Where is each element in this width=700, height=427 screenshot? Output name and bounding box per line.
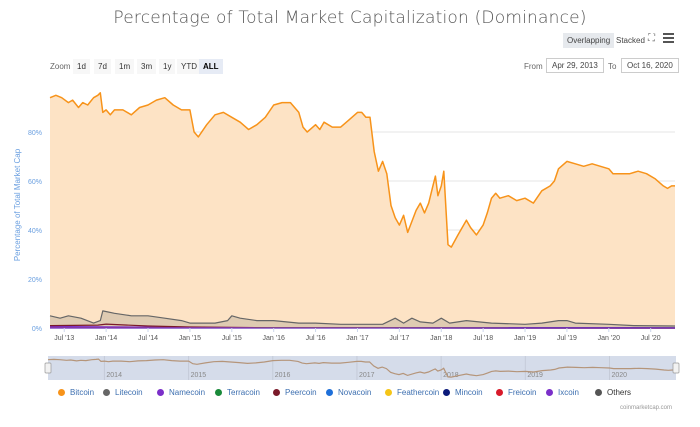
y-tick-label: 20% [28,277,42,284]
legend-marker-icon [496,389,503,396]
navigator-label: 2019 [527,372,543,379]
legend-label: Others [607,388,631,397]
legend-item-mincoin[interactable]: Mincoin [443,388,483,397]
legend-item-peercoin[interactable]: Peercoin [273,388,317,397]
navigator-label: 2020 [611,372,627,379]
x-tick-label: Jan '17 [346,335,368,342]
legend-marker-icon [326,389,333,396]
y-tick-label: 80% [28,130,42,137]
bitcoin-area [50,93,675,328]
x-tick-label: Jul '18 [473,335,493,342]
legend-label: Mincoin [455,388,483,397]
legend-label: Novacoin [338,388,371,397]
navigator-left-handle[interactable] [45,363,51,373]
x-tick-label: Jan '15 [179,335,201,342]
x-tick-label: Jul '19 [557,335,577,342]
legend-marker-icon [443,389,450,396]
legend-item-novacoin[interactable]: Novacoin [326,388,371,397]
legend-marker-icon [273,389,280,396]
navigator-right-handle[interactable] [673,363,679,373]
legend-label: Peercoin [285,388,317,397]
legend-item-litecoin[interactable]: Litecoin [103,388,143,397]
legend-item-terracoin[interactable]: Terracoin [215,388,260,397]
legend-item-others[interactable]: Others [595,388,631,397]
legend-label: Litecoin [115,388,143,397]
legend-label: Namecoin [169,388,205,397]
legend-marker-icon [103,389,110,396]
x-tick-label: Jul '20 [641,335,661,342]
legend-marker-icon [215,389,222,396]
navigator-label: 2017 [359,372,375,379]
x-tick-label: Jan '16 [263,335,285,342]
legend-label: Ixcoin [558,388,579,397]
legend-item-feathercoin[interactable]: Feathercoin [385,388,439,397]
legend-marker-icon [546,389,553,396]
legend-label: Feathercoin [397,388,439,397]
legend-marker-icon [58,389,65,396]
legend-marker-icon [385,389,392,396]
x-tick-label: Jul '17 [389,335,409,342]
x-tick-label: Jul '13 [54,335,74,342]
navigator-label: 2014 [106,372,122,379]
legend-item-freicoin[interactable]: Freicoin [496,388,536,397]
legend-label: Freicoin [508,388,536,397]
navigator-label: 2016 [275,372,291,379]
x-tick-label: Jul '16 [306,335,326,342]
x-tick-label: Jan '14 [95,335,117,342]
credit-text: coinmarketcap.com [620,405,672,411]
y-tick-label: 60% [28,179,42,186]
legend-item-bitcoin[interactable]: Bitcoin [58,388,94,397]
legend-label: Terracoin [227,388,260,397]
x-tick-label: Jan '20 [598,335,620,342]
y-tick-label: 0% [32,326,42,333]
legend-marker-icon [595,389,602,396]
legend-label: Bitcoin [70,388,94,397]
x-tick-label: Jan '18 [430,335,452,342]
x-tick-label: Jul '15 [222,335,242,342]
legend-item-namecoin[interactable]: Namecoin [157,388,205,397]
x-tick-label: Jan '19 [514,335,536,342]
navigator-label: 2015 [191,372,207,379]
y-tick-label: 40% [28,228,42,235]
legend-item-ixcoin[interactable]: Ixcoin [546,388,579,397]
legend-marker-icon [157,389,164,396]
x-tick-label: Jul '14 [138,335,158,342]
y-axis-label: Percentage of Total Market Cap [13,148,22,261]
